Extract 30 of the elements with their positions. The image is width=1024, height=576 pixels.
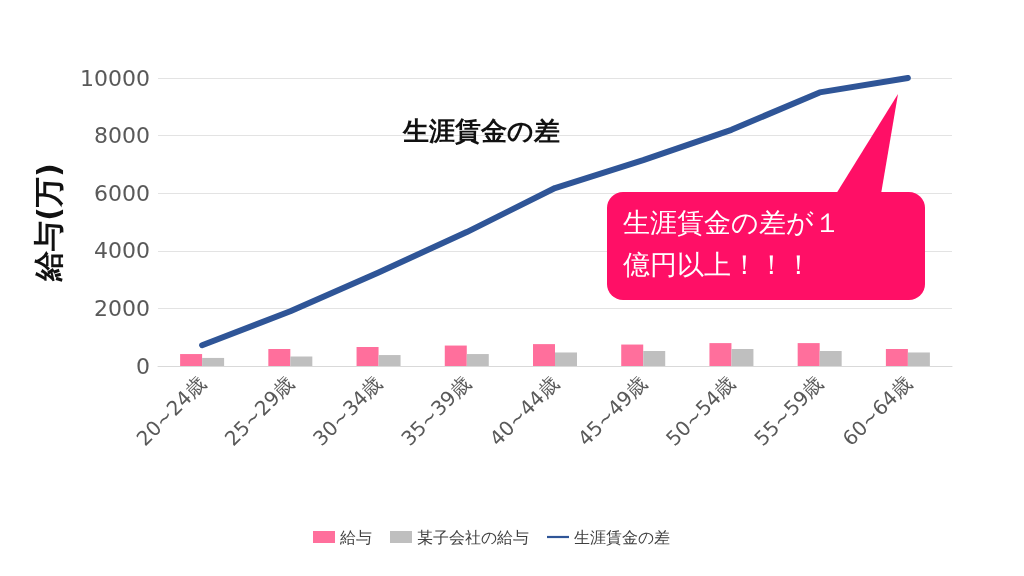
bar [885,349,908,366]
legend-label: 某子会社の給与 [417,527,529,547]
bar [180,354,203,366]
bar [709,343,732,366]
bar [533,344,555,366]
bar [466,354,489,366]
bar [202,357,225,366]
bar [268,349,291,366]
bar [356,346,379,366]
y-tick-label: 0 [136,353,150,379]
y-tick-label: 8000 [94,123,150,149]
bar [907,352,930,366]
text: 生涯賃金の差 [402,116,560,146]
bar [643,351,666,366]
y-tick-label: 6000 [94,180,150,206]
bar [621,344,644,366]
y-tick-label: 10000 [80,65,150,91]
y-tick-label: 4000 [94,238,150,264]
y-axis-title: 給与(万) [30,163,66,282]
bar [378,355,401,366]
bar [797,343,820,366]
bar [290,356,313,366]
legend-label: 給与 [339,527,372,547]
annotation: 生涯賃金の差が１億円以上！！！ [622,206,842,282]
y-tick-label: 2000 [94,295,150,321]
bar [444,345,467,366]
legend-label: 生涯賃金の差 [574,527,670,547]
bar [819,351,842,366]
bar [555,352,577,366]
bar [731,349,754,366]
